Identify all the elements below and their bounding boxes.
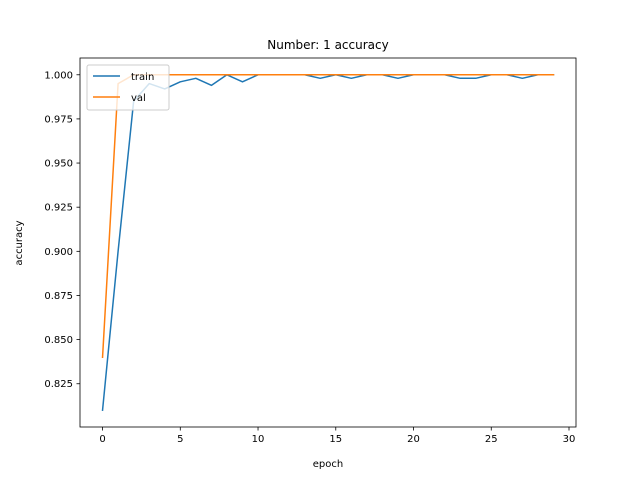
axes-background bbox=[80, 58, 576, 427]
x-tick-label: 5 bbox=[177, 434, 183, 445]
legend-label-train: train bbox=[131, 72, 154, 83]
y-tick-label: 0.825 bbox=[44, 379, 73, 390]
x-axis-label: epoch bbox=[313, 459, 343, 470]
legend-box bbox=[86, 64, 170, 111]
series-lines bbox=[101, 74, 555, 412]
y-tick-label: 1.000 bbox=[44, 70, 73, 81]
y-tick-label: 0.900 bbox=[44, 247, 73, 258]
series-line-val bbox=[101, 74, 555, 359]
series-line-train bbox=[101, 74, 555, 412]
y-tick-label: 0.850 bbox=[44, 335, 73, 346]
x-tick-label: 15 bbox=[329, 434, 342, 445]
x-tick-label: 25 bbox=[485, 434, 498, 445]
y-tick-label: 0.875 bbox=[44, 291, 73, 302]
y-tick-label: 0.975 bbox=[44, 114, 73, 125]
plot-area: 0 5 10 15 20 25 30 0.8250.8500.8750.9000.9250.… bbox=[44, 57, 577, 445]
x-tick-label: 0 bbox=[99, 434, 105, 445]
legend: train val bbox=[86, 64, 170, 111]
y-axis-label: accuracy bbox=[14, 220, 25, 265]
chart-title: Number: 1 accuracy bbox=[267, 38, 388, 52]
legend-label-val: val bbox=[131, 93, 146, 104]
y-tick-label: 0.925 bbox=[44, 203, 73, 214]
x-tick-label: 20 bbox=[407, 434, 420, 445]
x-axis-ticks: 0 5 10 15 20 25 30 bbox=[99, 427, 575, 445]
x-tick-label: 30 bbox=[563, 434, 576, 445]
x-tick-label: 10 bbox=[252, 434, 265, 445]
y-axis-ticks: 0.825 0.850 0.875 0.900 0.925 0.950 0.975 1.000 bbox=[44, 70, 80, 390]
axes-frame bbox=[79, 57, 577, 428]
y-tick-label: 0.950 bbox=[44, 159, 73, 170]
